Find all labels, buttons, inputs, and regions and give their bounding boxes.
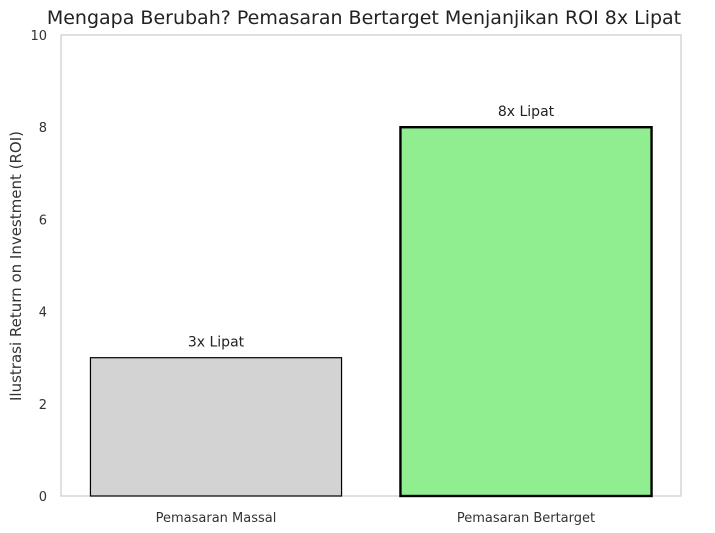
data-labels: 3x Lipat 8x Lipat <box>188 104 555 351</box>
y-tick-label: 10 <box>30 29 47 44</box>
y-axis: 0 2 4 6 8 10 <box>30 29 47 505</box>
x-tick-label: Pemasaran Massal <box>156 511 277 526</box>
y-tick-label: 6 <box>39 213 47 228</box>
bar-value-label: 3x Lipat <box>188 335 245 351</box>
y-axis-label: Ilustrasi Return on Investment (ROI) <box>7 131 25 401</box>
x-axis: Pemasaran Massal Pemasaran Bertarget <box>156 511 595 526</box>
x-tick-label: Pemasaran Bertarget <box>457 511 595 526</box>
bar-1 <box>89 357 343 497</box>
bar-2 <box>399 125 653 498</box>
bars-group <box>89 125 653 498</box>
y-tick-label: 0 <box>39 490 47 505</box>
y-tick-label: 4 <box>39 306 47 321</box>
chart-title: Mengapa Berubah? Pemasaran Bertarget Men… <box>47 7 681 29</box>
bar-value-label: 8x Lipat <box>498 104 555 120</box>
y-tick-label: 2 <box>39 398 47 413</box>
y-tick-label: 8 <box>39 121 47 136</box>
